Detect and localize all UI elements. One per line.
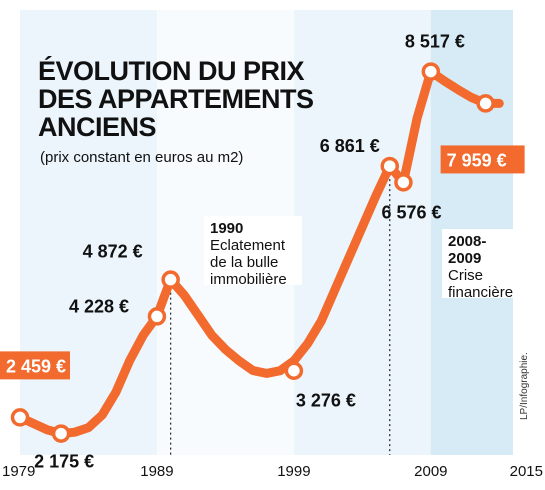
annotation-guides [170,174,391,455]
annotation-line-1-1: Crise [448,267,483,284]
band-0 [20,10,157,455]
value-label-1990: 4 872 € [83,242,143,262]
label-box-2013 [440,145,525,174]
marker-1999 [284,361,304,380]
value-label-1979: 2 459 € [6,356,66,376]
label-box-1979 [0,351,70,380]
x-axis-ticks: 1979 1989 1999 2009 2015 [2,463,543,480]
annotation-box-0 [204,216,302,285]
data-labels: 2 459 € 2 175 € 4 228 € 4 872 € 3 276 € 6 861… [0,32,525,472]
marker-1989 [147,307,167,326]
chart-subtitle: (prix constant en euros au m2) [40,149,243,166]
value-label-2006: 6 861 € [320,136,380,156]
annotation-line-0-1: de la bulle [210,254,278,271]
x-tick-2009: 2009 [414,463,447,480]
value-label-2007: 6 576 € [381,202,441,222]
marker-1979 [10,408,30,427]
chart-title: ÉVOLUTION DU PRIX DES APPARTEMENTS ANCIE… [38,55,314,142]
marker-2006 [380,156,399,176]
annotation-title-0: 1990 [210,220,243,237]
annotation-line-1-0: 2009 [448,250,481,267]
value-label-1999: 3 276 € [296,391,356,411]
annotation-line-1-2: financière [448,284,513,301]
series-line [15,67,504,439]
annotation-line-0-2: immobilière [210,271,287,288]
credit-text: LP/Infographie. [519,352,530,420]
annotation-box-1 [442,229,524,298]
title-line-1: ÉVOLUTION DU PRIX [38,55,305,86]
value-label-1989: 4 228 € [69,296,129,316]
value-label-1982: 2 175 € [34,452,94,472]
marker-1982 [51,424,71,443]
marker-2013 [476,94,495,113]
value-label-2009: 8 517 € [405,32,465,52]
marker-2007 [394,173,413,192]
value-label-2013: 7 959 € [447,150,507,170]
price-line [15,67,504,439]
data-markers [10,62,495,443]
title-line-2: DES APPARTEMENTS [38,84,314,114]
x-tick-1979: 1979 [2,463,35,480]
x-tick-1989: 1989 [140,463,173,480]
annotation-title-1: 2008- [448,233,486,250]
title-line-3: ANCIENS [38,112,156,142]
marker-2009 [421,62,441,81]
annotation-line-0-0: Eclatement [210,237,286,254]
x-tick-1999: 1999 [277,463,310,480]
marker-1990 [161,270,180,289]
x-tick-2015: 2015 [510,463,543,480]
